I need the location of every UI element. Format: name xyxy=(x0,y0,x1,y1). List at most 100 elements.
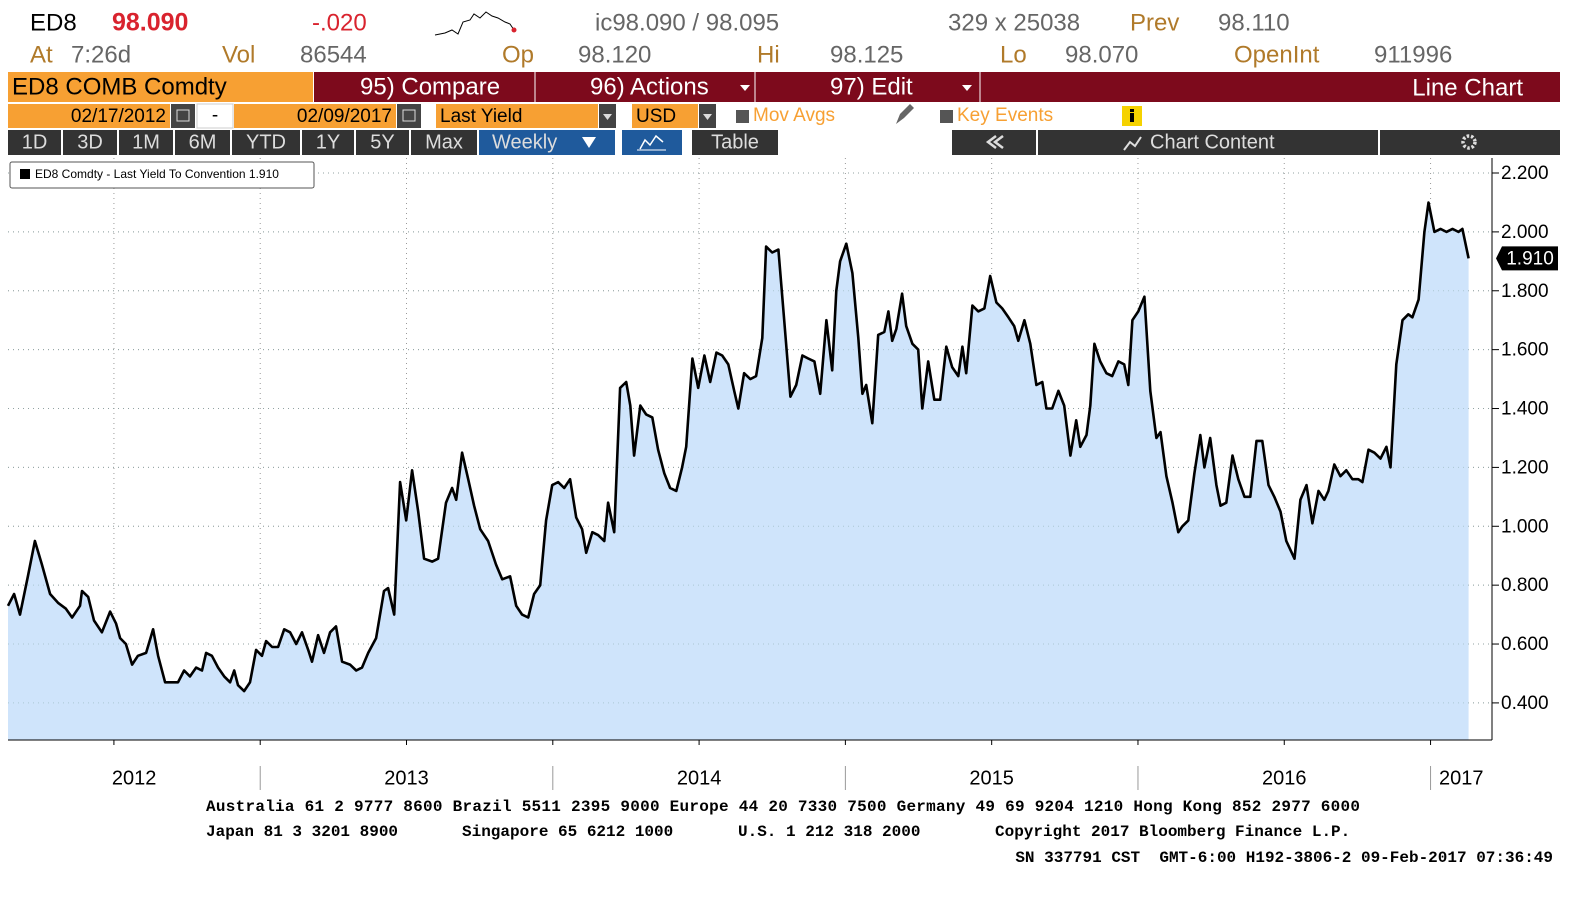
footer-text: Singapore 65 6212 1000 xyxy=(462,823,673,841)
footer-line: SN 337791 CST GMT-6:00 H192-3806-2 09-Fe… xyxy=(1015,849,1553,867)
y-tick-label: 1.800 xyxy=(1501,281,1549,302)
footer-text: U.S. 1 212 318 2000 xyxy=(738,823,920,841)
y-tick-label: 1.600 xyxy=(1501,340,1549,361)
view-title: Line Chart xyxy=(1412,74,1523,101)
range-label: 1M xyxy=(132,131,160,153)
year-label: 2014 xyxy=(677,767,722,789)
range-button[interactable] xyxy=(356,130,409,155)
chart-content-button[interactable] xyxy=(1038,130,1378,155)
year-label: 2016 xyxy=(1262,767,1307,789)
frequency: Weekly xyxy=(492,131,557,153)
dropdown-arrow xyxy=(582,137,596,148)
price: 98.090 xyxy=(112,9,188,37)
calendar-button[interactable] xyxy=(171,104,195,128)
range-buttons: 1D 3D 1M 6M YTD 1Y 5Y Max xyxy=(8,130,477,155)
vol-label: Vol xyxy=(222,41,255,68)
key-events: Key Events xyxy=(957,105,1053,126)
time-label: At xyxy=(30,41,53,68)
openint-label: OpenInt xyxy=(1234,41,1320,68)
vol: 86544 xyxy=(300,41,367,68)
calendar-icon xyxy=(402,109,416,122)
footer-line: Australia 61 2 9777 8600 Brazil 5511 239… xyxy=(206,798,1360,816)
field-select[interactable] xyxy=(436,104,598,128)
range-button[interactable] xyxy=(175,130,230,155)
dropdown-arrow xyxy=(740,85,750,91)
range-button[interactable] xyxy=(63,130,117,155)
legend-label: ED8 Comdty - Last Yield To Convention 1.… xyxy=(35,167,279,181)
range-button[interactable] xyxy=(302,130,354,155)
menu-bar xyxy=(314,72,1560,102)
table: Table xyxy=(711,131,759,153)
range-button[interactable] xyxy=(411,130,477,155)
y-tick-label: 0.800 xyxy=(1501,575,1549,596)
pencil-icon[interactable] xyxy=(896,104,914,124)
prev-label: Prev xyxy=(1130,9,1179,36)
hi-label: Hi xyxy=(757,41,780,68)
end-date: 02/09/2017 xyxy=(297,106,392,127)
legend-swatch xyxy=(20,169,30,179)
range-label: 1Y xyxy=(316,131,340,153)
y-tick-label: 1.400 xyxy=(1501,399,1549,420)
start-date-field[interactable] xyxy=(8,104,170,128)
op: 98.120 xyxy=(578,41,651,68)
range-label: 1D xyxy=(22,131,48,153)
sparkline xyxy=(434,11,515,36)
legend-box xyxy=(9,161,315,189)
chart: 1.910 ED8 Comdty - Last Yield To Conventi… xyxy=(6,158,1558,790)
range-button[interactable] xyxy=(232,130,300,155)
year-label: 2017 xyxy=(1439,767,1484,789)
openint: 911996 xyxy=(1374,41,1452,68)
last-value-tag xyxy=(1496,246,1558,271)
dropdown-arrow xyxy=(603,114,612,120)
time: 7:26d xyxy=(71,41,131,68)
compare-button[interactable]: 95) Compare xyxy=(360,73,500,100)
range-button[interactable] xyxy=(119,130,173,155)
info-glyph xyxy=(1130,113,1134,122)
info-glyph xyxy=(1130,109,1134,112)
footer-text: Japan 81 3 3201 8900 xyxy=(206,823,398,841)
ticker: ED8 xyxy=(30,9,77,36)
range-button[interactable] xyxy=(8,130,61,155)
change: -.020 xyxy=(312,9,367,36)
end-date-field[interactable] xyxy=(234,104,396,128)
size: 329 x 25038 xyxy=(948,9,1080,36)
dropdown-arrow xyxy=(962,85,972,91)
chart-content: Chart Content xyxy=(1150,131,1275,153)
calendar-button[interactable] xyxy=(397,104,421,128)
collapse-icon xyxy=(985,135,1004,149)
settings-button[interactable] xyxy=(1380,130,1560,155)
y-tick-label: 1.200 xyxy=(1501,457,1549,478)
year-label: 2012 xyxy=(112,767,157,789)
lo-label: Lo xyxy=(1000,41,1027,68)
y-tick-label: 1.000 xyxy=(1501,516,1549,537)
y-tick-label: 0.600 xyxy=(1501,634,1549,655)
currency: USD xyxy=(636,106,676,127)
date-sep: - xyxy=(212,105,218,126)
security: ED8 COMB Comdty xyxy=(12,73,227,100)
security-box[interactable] xyxy=(8,72,313,102)
checkbox[interactable] xyxy=(940,110,953,123)
year-label: 2015 xyxy=(969,767,1014,789)
y-tick-label: 2.200 xyxy=(1501,163,1549,184)
currency-select[interactable] xyxy=(632,104,698,128)
area xyxy=(8,202,1469,740)
range-label: YTD xyxy=(246,131,286,153)
footer-text: Copyright 2017 Bloomberg Finance L.P. xyxy=(995,823,1350,841)
table-button[interactable] xyxy=(692,130,778,155)
gear-icon xyxy=(1461,134,1477,150)
lo: 98.070 xyxy=(1065,41,1138,68)
chart-content-icon xyxy=(1123,136,1142,151)
range-label: 6M xyxy=(189,131,217,153)
checkbox[interactable] xyxy=(736,110,749,123)
price-line xyxy=(6,201,1470,693)
last-value-label: 1.910 xyxy=(1506,248,1554,269)
range-label: 3D xyxy=(77,131,103,153)
edit-button[interactable]: 97) Edit xyxy=(830,73,913,100)
actions-button[interactable]: 96) Actions xyxy=(590,73,709,100)
date-sep-box xyxy=(196,103,234,129)
range-label: Max xyxy=(425,131,463,153)
sparkline-dot xyxy=(511,27,517,33)
y-tick-label: 0.400 xyxy=(1501,693,1549,714)
start-date: 02/17/2012 xyxy=(71,106,166,127)
